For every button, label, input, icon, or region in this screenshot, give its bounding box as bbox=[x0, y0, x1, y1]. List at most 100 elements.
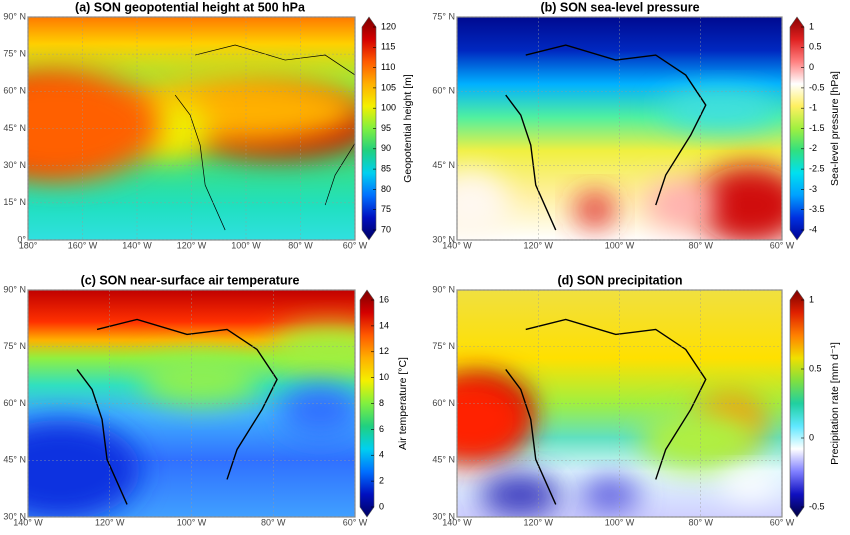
colorbar-label: Air temperature [°C] bbox=[397, 357, 409, 450]
colorbar-tick-label: 14 bbox=[379, 320, 389, 330]
colorbar-tick-label: 0 bbox=[809, 432, 814, 442]
colorbar-tick-label: -1.5 bbox=[809, 123, 825, 133]
lon-tick-label: 120° W bbox=[95, 517, 125, 527]
lat-tick-label: 45° N bbox=[432, 455, 455, 465]
lon-tick-label: 120° W bbox=[523, 240, 553, 250]
panel-title: (d) SON precipitation bbox=[558, 273, 683, 287]
lat-tick-label: 75° N bbox=[432, 11, 455, 21]
field-anomaly bbox=[270, 325, 355, 375]
colorbar-tick-label: 120 bbox=[381, 21, 396, 31]
lon-tick-label: 100° W bbox=[605, 240, 635, 250]
field-anomaly bbox=[28, 420, 140, 517]
lon-tick-label: 120° W bbox=[523, 517, 553, 527]
field-anomaly bbox=[580, 477, 640, 513]
lat-tick-label: 60° N bbox=[3, 398, 26, 408]
lon-tick-label: 100° W bbox=[231, 240, 261, 250]
lon-tick-label: 60° W bbox=[343, 517, 368, 527]
colorbar-tick-label: 85 bbox=[381, 163, 391, 173]
colorbar-tick-label: 8 bbox=[379, 398, 384, 408]
colorbar-tick-label: 115 bbox=[381, 42, 395, 52]
lon-tick-label: 60° W bbox=[770, 240, 795, 250]
map bbox=[28, 290, 355, 517]
lon-tick-label: 80° W bbox=[688, 517, 713, 527]
lat-tick-label: 75° N bbox=[3, 49, 26, 59]
coastline bbox=[174, 44, 355, 231]
coastline bbox=[76, 318, 278, 505]
lon-tick-label: 120° W bbox=[177, 240, 207, 250]
field-anomaly bbox=[280, 385, 355, 435]
lat-tick-label: 30° N bbox=[432, 234, 455, 244]
colorbar-tick-label: -0.5 bbox=[809, 82, 825, 92]
panel-title: (a) SON geopotential height at 500 hPa bbox=[75, 0, 306, 14]
field-anomaly bbox=[640, 410, 760, 470]
panel-title: (b) SON sea-level pressure bbox=[540, 0, 699, 14]
lat-tick-label: 90° N bbox=[432, 284, 455, 294]
field-anomaly bbox=[695, 165, 782, 240]
lat-tick-label: 75° N bbox=[432, 341, 455, 351]
colorbar-label: Precipitation rate [mm d⁻¹] bbox=[829, 342, 841, 465]
lat-tick-label: 60° N bbox=[3, 86, 26, 96]
colorbar-tick-label: -3.5 bbox=[809, 204, 825, 214]
field-anomaly bbox=[28, 70, 160, 180]
lat-tick-label: 30° N bbox=[3, 511, 26, 521]
lat-tick-label: 30° N bbox=[3, 160, 26, 170]
field-anomaly bbox=[720, 470, 780, 500]
map bbox=[457, 17, 782, 240]
colorbar-tick-label: 2 bbox=[379, 476, 384, 486]
field-anomaly bbox=[575, 192, 615, 228]
colorbar-tick-label: 0 bbox=[809, 62, 814, 72]
colorbar-label: Geopotential height [m] bbox=[402, 74, 414, 183]
field-anomaly bbox=[660, 90, 780, 130]
panel: 90° N 75° N 60° N 45° N 30° N 15° N 0°180° 160°… bbox=[3, 0, 414, 250]
lat-tick-label: 90° N bbox=[3, 11, 26, 21]
colorbar-tick-label: 95 bbox=[381, 123, 391, 133]
coastline bbox=[505, 44, 707, 231]
colorbar-tick-label: 1 bbox=[809, 294, 814, 304]
field-anomaly bbox=[480, 473, 560, 517]
lat-tick-label: 45° N bbox=[3, 455, 26, 465]
colorbar-tick-label: 1 bbox=[809, 21, 814, 31]
lat-tick-label: 60° N bbox=[432, 398, 455, 408]
lat-tick-label: 45° N bbox=[432, 160, 455, 170]
lat-tick-label: 90° N bbox=[3, 284, 26, 294]
colorbar-tick-label: 4 bbox=[379, 450, 384, 460]
colorbar bbox=[789, 289, 805, 518]
colorbar-tick-label: 0 bbox=[379, 501, 384, 511]
lon-tick-label: 140° W bbox=[442, 517, 472, 527]
lon-tick-label: 140° W bbox=[442, 240, 472, 250]
colorbar-tick-label: 100 bbox=[381, 103, 396, 113]
panel-title: (c) SON near-surface air temperature bbox=[81, 273, 300, 287]
lat-tick-label: 75° N bbox=[3, 341, 26, 351]
field-anomaly bbox=[140, 355, 260, 405]
lat-tick-label: 30° N bbox=[432, 511, 455, 521]
coastline bbox=[505, 318, 707, 505]
lon-tick-label: 100° W bbox=[177, 517, 207, 527]
colorbar-tick-label: 10 bbox=[379, 372, 389, 382]
lon-tick-label: 80° W bbox=[261, 517, 286, 527]
colorbar-label: Sea-level pressure [hPa] bbox=[829, 71, 841, 186]
field-anomaly bbox=[645, 180, 715, 230]
lon-tick-label: 80° W bbox=[288, 240, 313, 250]
colorbar-tick-label: 90 bbox=[381, 143, 391, 153]
colorbar-tick-label: 110 bbox=[381, 62, 395, 72]
lon-tick-label: 160° W bbox=[68, 240, 98, 250]
lon-tick-label: 60° W bbox=[343, 240, 368, 250]
colorbar-tick-label: -1 bbox=[809, 103, 817, 113]
lon-tick-label: 140° W bbox=[122, 240, 152, 250]
colorbar-tick-label: -4 bbox=[809, 224, 817, 234]
colorbar-tick-label: -0.5 bbox=[809, 501, 825, 511]
colorbar-tick-label: 105 bbox=[381, 82, 396, 92]
field-anomaly bbox=[457, 375, 530, 465]
lon-tick-label: 60° W bbox=[770, 517, 795, 527]
lon-tick-label: 140° W bbox=[13, 517, 43, 527]
colorbar-tick-label: 70 bbox=[381, 224, 391, 234]
lat-tick-label: 60° N bbox=[432, 86, 455, 96]
lat-tick-label: 15° N bbox=[3, 197, 26, 207]
lat-tick-label: 45° N bbox=[3, 123, 26, 133]
field-anomaly bbox=[457, 170, 510, 240]
lon-tick-label: 80° W bbox=[688, 240, 713, 250]
